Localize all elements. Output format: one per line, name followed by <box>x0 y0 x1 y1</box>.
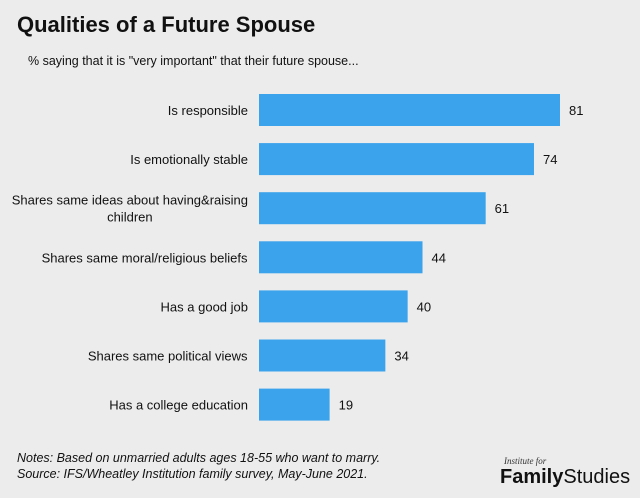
category-label-1: Is responsible <box>168 103 248 118</box>
category-label-7: Has a college education <box>109 398 248 413</box>
source-text: Source: IFS/Wheatley Institution family … <box>17 467 368 481</box>
category-label-3: Shares same ideas about having&raising ch… <box>12 193 248 225</box>
category-label-2: Is emotionally stable <box>130 152 248 167</box>
value-label-3: 61 <box>495 201 509 216</box>
ifs-logo: Institute for FamilyStudies <box>500 456 630 492</box>
logo-institute-text: Institute for <box>504 456 547 466</box>
bar-5 <box>259 290 408 323</box>
category-label-5: Has a good job <box>161 299 248 314</box>
value-label-6: 34 <box>394 349 408 364</box>
bar-7 <box>259 388 330 421</box>
logo-studies-text: Studies <box>563 466 631 488</box>
value-label-4: 44 <box>432 250 446 265</box>
bar-3 <box>259 192 486 225</box>
value-label-2: 74 <box>543 152 557 167</box>
value-label-5: 40 <box>417 299 431 314</box>
category-label-4: Shares same moral/religious beliefs <box>42 250 248 265</box>
category-label-6: Shares same political views <box>88 349 248 364</box>
value-label-1: 81 <box>569 103 583 118</box>
logo-family-text: Family <box>500 466 564 488</box>
bar-6 <box>259 339 386 372</box>
bar-chart: 81 Is responsible 74 Is emotionally stable 6… <box>12 94 583 421</box>
bar-4 <box>259 241 423 274</box>
chart-notes: Notes: Based on unmarried adults ages 18… <box>17 450 380 482</box>
logo-wordmark: FamilyStudies <box>500 466 630 489</box>
value-label-7: 19 <box>339 398 353 413</box>
notes-text: Notes: Based on unmarried adults ages 18… <box>17 451 381 465</box>
chart-title: Qualities of a Future Spouse <box>17 12 316 37</box>
chart-subtitle: % saying that it is "very important" tha… <box>28 54 359 68</box>
bar-1 <box>259 94 560 126</box>
bar-2 <box>259 143 534 176</box>
